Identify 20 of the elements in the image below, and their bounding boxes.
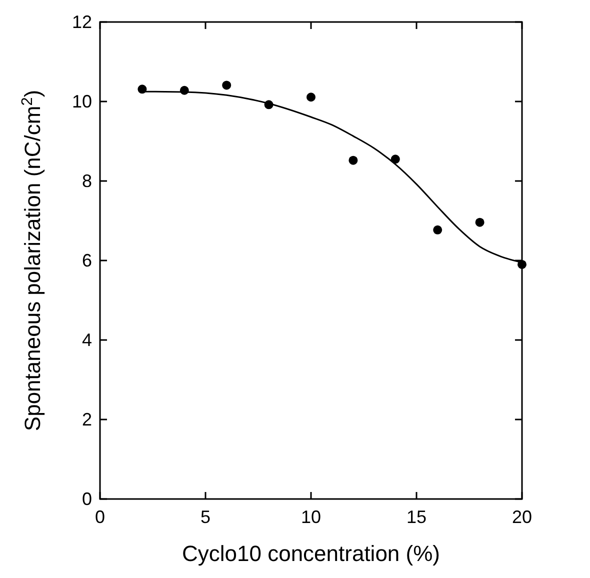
y-tick-label: 6 (82, 250, 92, 270)
x-tick-label: 10 (300, 507, 322, 527)
x-tick-label: 5 (200, 507, 211, 527)
y-tick-label: 10 (72, 92, 92, 112)
point (306, 92, 316, 102)
point (518, 260, 526, 269)
point (433, 225, 442, 234)
point (348, 156, 358, 165)
y-tick-label: 8 (82, 171, 92, 191)
y-tick-label: 4 (82, 330, 92, 350)
x-tick-label: 0 (94, 507, 106, 527)
point (222, 80, 232, 90)
y-tick-label: 12 (72, 12, 92, 32)
y-tick-label: 0 (82, 489, 92, 509)
point (390, 154, 400, 164)
y-tick-label: 2 (82, 410, 92, 430)
x-tick-label: 15 (406, 507, 427, 527)
x-axis-title: Cyclo10 concentration (%) (182, 541, 440, 566)
point (475, 218, 484, 227)
x-tick-label: 20 (512, 507, 532, 527)
